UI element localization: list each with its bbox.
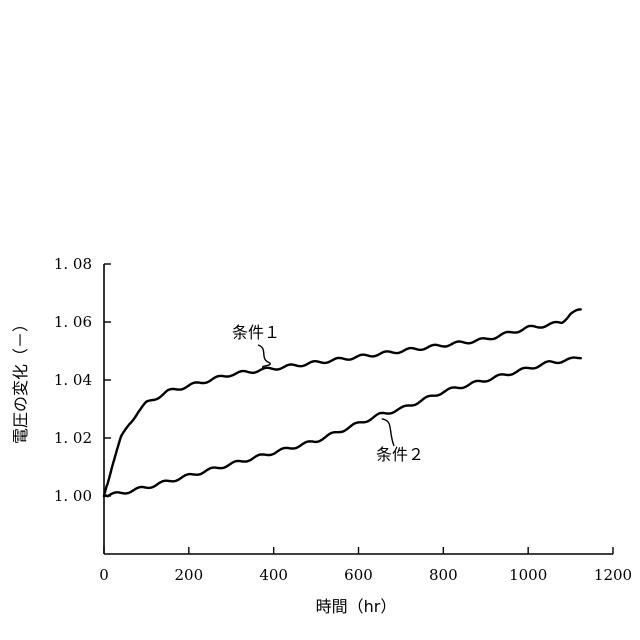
y-tick-label: 1. 06 (54, 313, 92, 331)
x-tick-label: 0 (99, 566, 109, 584)
axes: 0 200 400 600 800 1000 1200 1. 00 1. 02 1. 04 1. 0… (54, 255, 632, 584)
y-tick-label: 1. 08 (54, 255, 92, 273)
annotation-label-2: 条件２ (376, 445, 424, 464)
y-tick-label: 1. 02 (54, 429, 92, 447)
series-line-2 (104, 358, 581, 497)
series-line-1 (104, 309, 581, 496)
annotation-label-1: 条件１ (232, 323, 280, 342)
x-tick-label: 200 (175, 566, 204, 584)
y-axis-label: 電圧の変化（－） (11, 316, 30, 444)
annotation-layer: 条件１ 条件２ (232, 323, 424, 464)
x-tick-label: 1000 (509, 566, 547, 584)
annotation-leader-1 (258, 345, 270, 368)
x-axis-label: 時間（hr） (316, 597, 397, 616)
y-tick-label: 1. 00 (54, 487, 92, 505)
y-tick-label: 1. 04 (54, 371, 92, 389)
x-tick-label: 800 (429, 566, 458, 584)
x-tick-label: 400 (259, 566, 288, 584)
x-tick-label: 1200 (594, 566, 632, 584)
annotation-leader-2 (382, 419, 394, 446)
series-layer (104, 309, 581, 496)
x-tick-label: 600 (344, 566, 373, 584)
